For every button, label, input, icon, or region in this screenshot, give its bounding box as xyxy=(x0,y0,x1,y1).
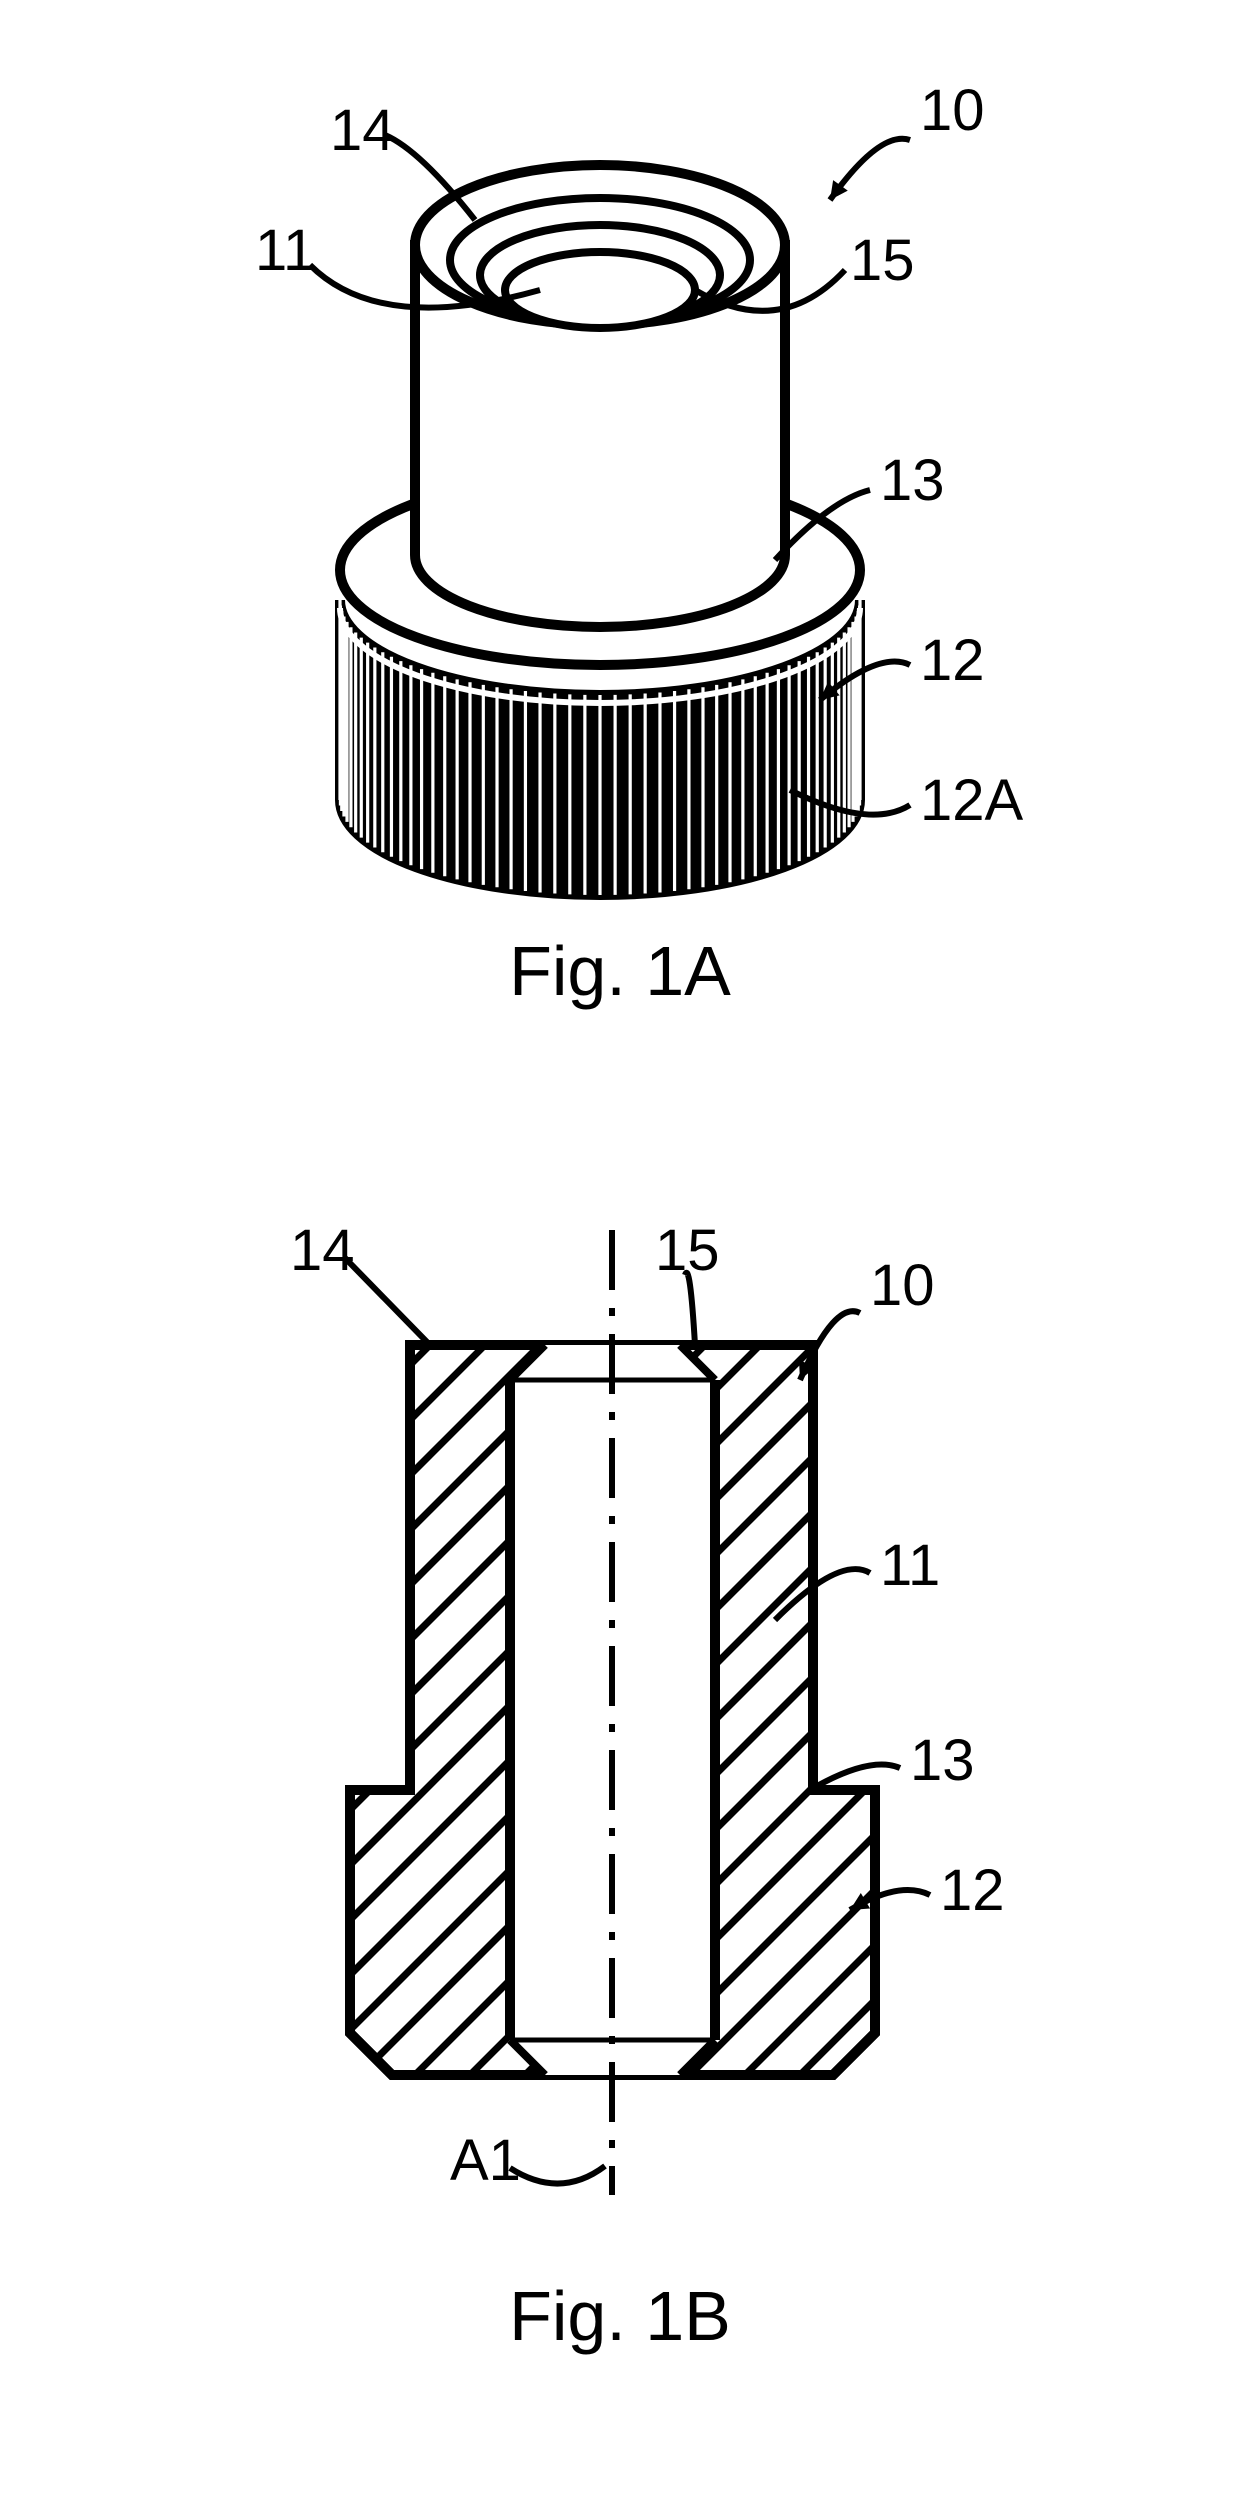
svg-text:12A: 12A xyxy=(920,768,1024,833)
svg-text:14: 14 xyxy=(290,1218,355,1283)
svg-text:Fig. 1A: Fig. 1A xyxy=(509,932,731,1010)
drawing-canvas: 14111015131212AFig. 1A141510111312A1Fig.… xyxy=(0,0,1240,2501)
svg-text:15: 15 xyxy=(850,228,915,293)
svg-text:11: 11 xyxy=(255,218,315,283)
svg-text:A1: A1 xyxy=(450,2128,521,2193)
svg-text:12: 12 xyxy=(940,1858,1005,1923)
svg-text:10: 10 xyxy=(870,1253,935,1318)
svg-text:10: 10 xyxy=(920,78,985,143)
page: 14111015131212AFig. 1A141510111312A1Fig.… xyxy=(0,0,1240,2501)
svg-text:15: 15 xyxy=(655,1218,720,1283)
svg-text:12: 12 xyxy=(920,628,985,693)
svg-text:11: 11 xyxy=(880,1533,940,1598)
svg-text:Fig. 1B: Fig. 1B xyxy=(509,2277,731,2355)
svg-text:14: 14 xyxy=(330,98,395,163)
fig-1b xyxy=(0,875,1240,2275)
svg-text:13: 13 xyxy=(880,448,945,513)
fig-1a xyxy=(340,165,860,895)
svg-text:13: 13 xyxy=(910,1728,975,1793)
